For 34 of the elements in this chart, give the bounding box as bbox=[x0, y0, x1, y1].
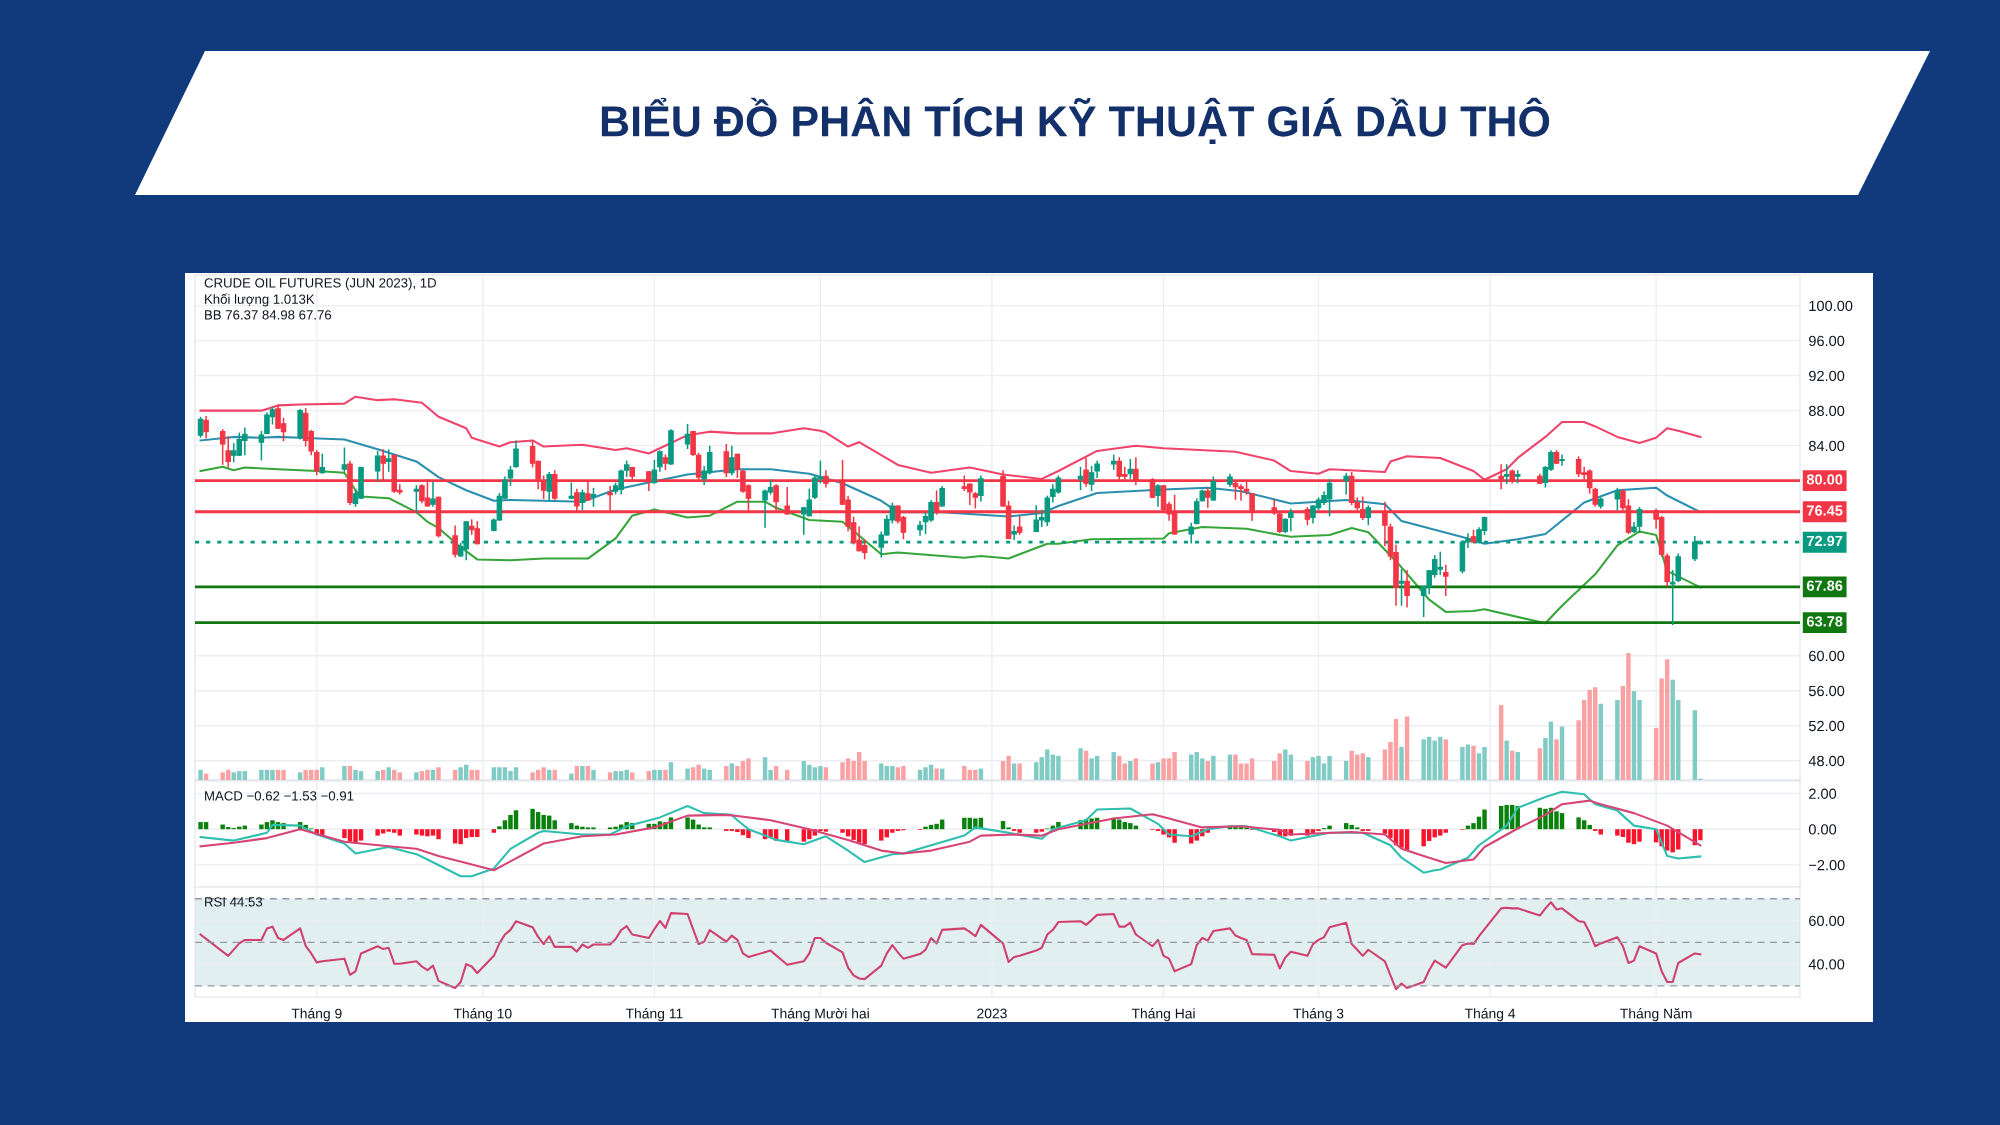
x-tick-label: Tháng 4 bbox=[1464, 1008, 1516, 1022]
y-tick-label: −2.00 bbox=[1809, 859, 1845, 871]
chart-title: BIỂU ĐỒ PHÂN TÍCH KỸ THUẬT GIÁ DẦU THÔ bbox=[601, 97, 1550, 144]
annotation: Khối lượng 1.013K bbox=[205, 293, 315, 307]
y-tick-label: 92.00 bbox=[1809, 370, 1845, 382]
ref-line-label: 80.00 bbox=[1806, 474, 1843, 485]
y-tick-label: 96.00 bbox=[1809, 335, 1845, 347]
y-tick-label: 48.00 bbox=[1808, 755, 1845, 767]
annotation: BB 76.37 84.98 67.76 bbox=[205, 310, 332, 320]
x-tick-label: Tháng 10 bbox=[453, 1008, 512, 1022]
y-tick-label: 2.00 bbox=[1809, 788, 1837, 799]
ref-line-label: 63.78 bbox=[1806, 616, 1843, 627]
x-tick-label: Tháng Hai bbox=[1131, 1008, 1195, 1022]
annotation: MACD −0.62 −1.53 −0.91 bbox=[205, 791, 354, 801]
x-tick-label: Tháng Mười hai bbox=[771, 1008, 869, 1022]
ref-line-label: 76.45 bbox=[1807, 505, 1843, 516]
y-tick-label: 84.00 bbox=[1808, 440, 1845, 452]
y-tick-label: 100.00 bbox=[1809, 300, 1853, 312]
chart-subtitle: CRUDE OIL FUTURES (JUN 2023), 1D bbox=[204, 277, 437, 291]
x-tick-label: Tháng Năm bbox=[1620, 1008, 1692, 1022]
x-tick-label: 2023 bbox=[977, 1008, 1007, 1019]
x-tick-label: Tháng 3 bbox=[1293, 1008, 1344, 1022]
annotation: RSI 44.53 bbox=[205, 897, 263, 907]
y-tick-label: 88.00 bbox=[1808, 405, 1845, 417]
y-tick-label: 60.00 bbox=[1809, 915, 1845, 926]
y-tick-label: 52.00 bbox=[1808, 720, 1845, 732]
y-tick-label: 0.00 bbox=[1808, 824, 1837, 835]
ref-line-label: 72.97 bbox=[1807, 535, 1843, 547]
y-tick-label: 40.00 bbox=[1808, 959, 1845, 970]
x-tick-label: Tháng 9 bbox=[291, 1008, 342, 1022]
x-tick-label: Tháng 11 bbox=[625, 1008, 683, 1022]
y-tick-label: 56.00 bbox=[1808, 685, 1845, 697]
y-tick-label: 60.00 bbox=[1809, 650, 1845, 662]
ref-line-label: 67.86 bbox=[1806, 580, 1843, 591]
